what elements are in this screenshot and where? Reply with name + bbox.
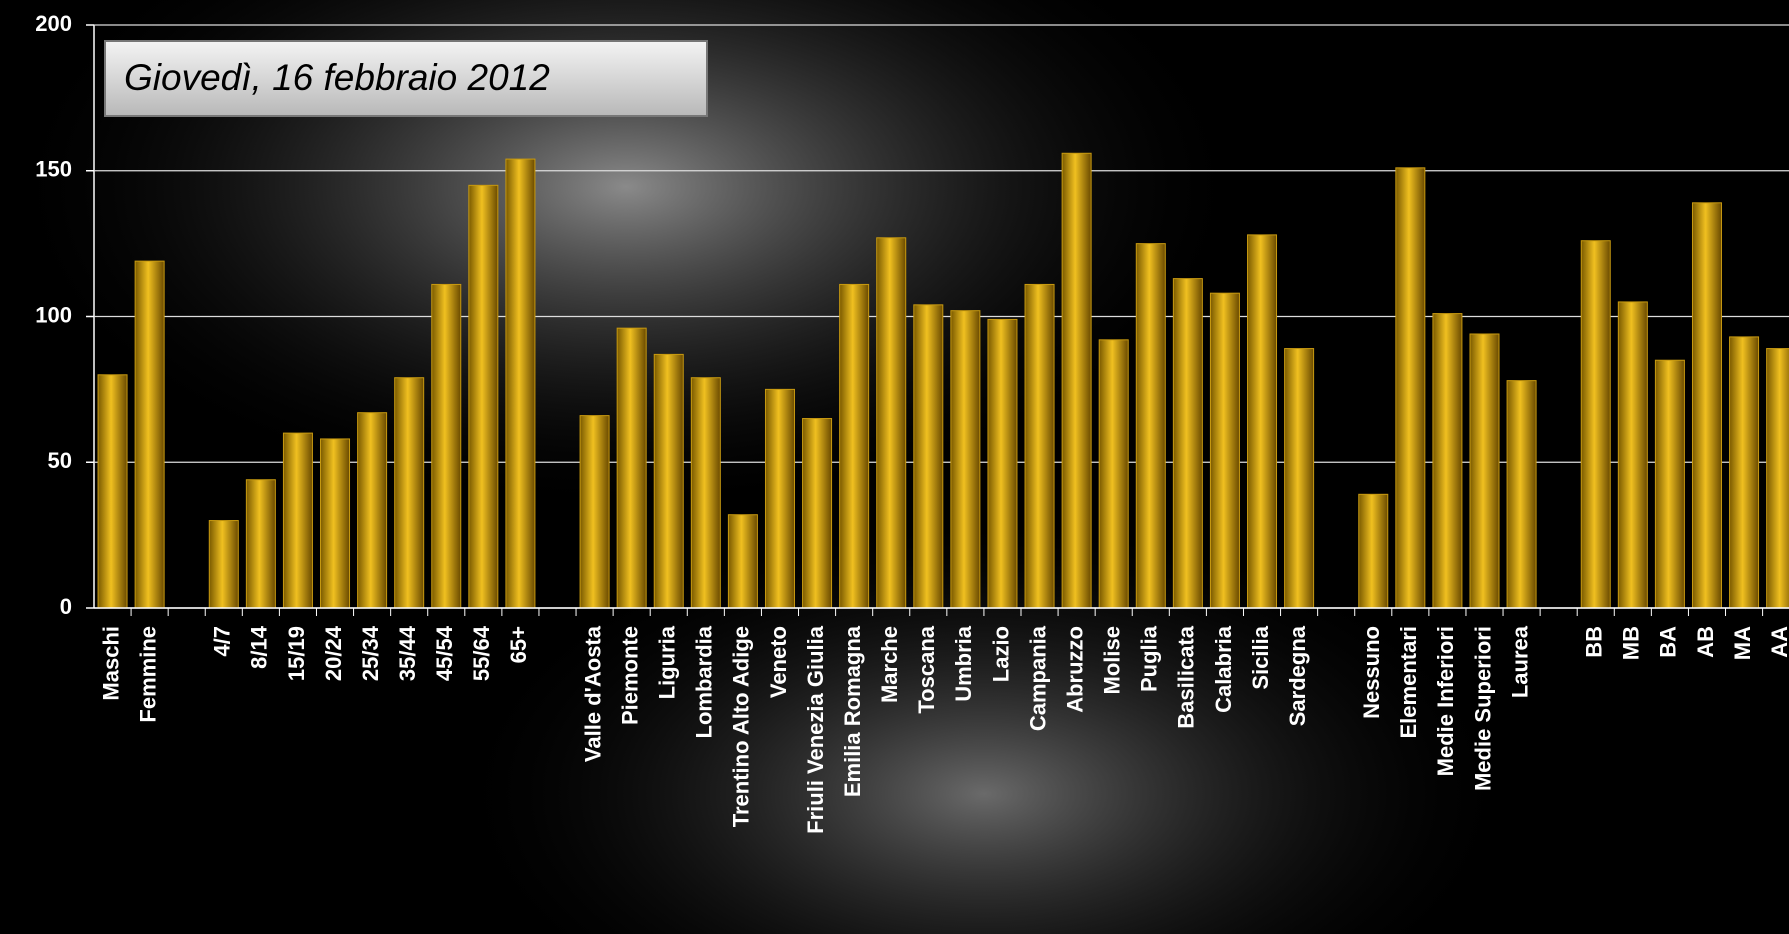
x-tick-label: AA [1767, 626, 1789, 658]
date-box [104, 40, 708, 117]
x-tick-label: 15/19 [284, 626, 309, 681]
bar [579, 415, 610, 609]
x-tick-label: Laurea [1507, 625, 1532, 698]
bar [1209, 292, 1240, 609]
bar [245, 479, 276, 609]
bar [802, 418, 833, 609]
x-tick-label: Lazio [988, 626, 1013, 682]
bar [1654, 359, 1685, 609]
bar [1247, 234, 1278, 609]
bar [1024, 283, 1055, 609]
x-tick-label: Nessuno [1359, 626, 1384, 719]
bar [1135, 243, 1166, 609]
bar [690, 377, 721, 609]
bar [394, 377, 425, 609]
bar [320, 438, 351, 609]
x-tick-label: Basilicata [1174, 625, 1199, 728]
bar [208, 520, 239, 609]
bar [431, 283, 462, 609]
bar [505, 158, 536, 609]
x-tick-label: MA [1730, 626, 1755, 660]
x-tick-label: Calabria [1211, 625, 1236, 713]
bar [1506, 380, 1537, 609]
x-tick-label: Valle d'Aosta [580, 625, 605, 762]
x-tick-label: 4/7 [210, 626, 235, 657]
bar [1691, 202, 1722, 609]
bar [97, 374, 128, 609]
bar [1469, 333, 1500, 609]
y-tick-label: 150 [35, 157, 72, 182]
bar [1617, 301, 1648, 609]
bar [727, 514, 758, 609]
x-tick-label: Medie Inferiori [1433, 626, 1458, 776]
bar [764, 388, 795, 609]
bar [1098, 339, 1129, 609]
bar [1061, 152, 1092, 609]
date-annotation: Giovedì, 16 febbraio 2012 [124, 57, 550, 98]
plot: 0 50 100 150 200 Maschi Femmine 4/7 8/14 15/19 20/… [35, 11, 1789, 834]
x-tick-label: AB [1693, 626, 1718, 658]
bar [1172, 278, 1203, 609]
x-tick-label: 45/54 [432, 625, 457, 681]
x-tick-label: Toscana [914, 625, 939, 713]
y-tick-label: 100 [35, 302, 72, 327]
x-tick-label: Sardegna [1285, 625, 1310, 726]
bar [913, 304, 944, 609]
bar [1766, 348, 1789, 609]
x-tick-label: Elementari [1396, 626, 1421, 739]
y-tick-label: 50 [48, 448, 72, 473]
bar [1358, 493, 1389, 609]
bar [134, 260, 165, 609]
y-tick-label: 200 [35, 11, 72, 36]
x-tick-label: BB [1582, 626, 1607, 658]
x-tick-label: 8/14 [247, 625, 272, 669]
x-tick-label: Femmine [135, 626, 160, 723]
x-tick-label: 20/24 [321, 625, 346, 681]
x-tick-label: BA [1656, 626, 1681, 658]
x-tick-label: Lombardia [692, 625, 717, 738]
x-tick-label: Emilia Romagna [840, 625, 865, 797]
y-tick-label: 0 [60, 594, 72, 619]
x-tick-label: Sicilia [1248, 625, 1273, 689]
x-tick-label: Marche [877, 626, 902, 703]
bar [839, 283, 870, 609]
x-tick-label: Puglia [1137, 625, 1162, 692]
x-tick-label: Piemonte [617, 626, 642, 725]
bar [876, 237, 907, 609]
x-tick-label: Maschi [98, 626, 123, 701]
bar [282, 432, 313, 609]
bar [987, 318, 1018, 609]
bar [950, 310, 981, 609]
bar [357, 412, 388, 609]
x-tick-label: Veneto [766, 626, 791, 698]
x-tick-label: Campania [1025, 625, 1050, 731]
x-tick-label: Medie Superiori [1470, 626, 1495, 791]
x-tick-label: 35/44 [395, 625, 420, 681]
x-tick-label: Liguria [655, 625, 680, 699]
bar [653, 353, 684, 609]
x-tick-label: Molise [1100, 626, 1125, 694]
x-tick-label: 65+ [506, 626, 531, 663]
x-tick-label: Trentino Alto Adige [729, 626, 754, 827]
bar [1580, 240, 1611, 609]
x-tick-label: Umbria [951, 625, 976, 702]
x-tick-label: Abruzzo [1062, 626, 1087, 713]
bar [616, 327, 647, 609]
x-tick-label: MB [1619, 626, 1644, 660]
bar [1432, 313, 1463, 609]
bar [1284, 348, 1315, 609]
x-tick-label: 55/64 [469, 625, 494, 681]
bar [1729, 336, 1760, 609]
x-tick-label: 25/34 [358, 625, 383, 681]
bar [1395, 167, 1426, 609]
bar [468, 184, 499, 609]
x-tick-label: Friuli Venezia Giulia [803, 625, 828, 834]
